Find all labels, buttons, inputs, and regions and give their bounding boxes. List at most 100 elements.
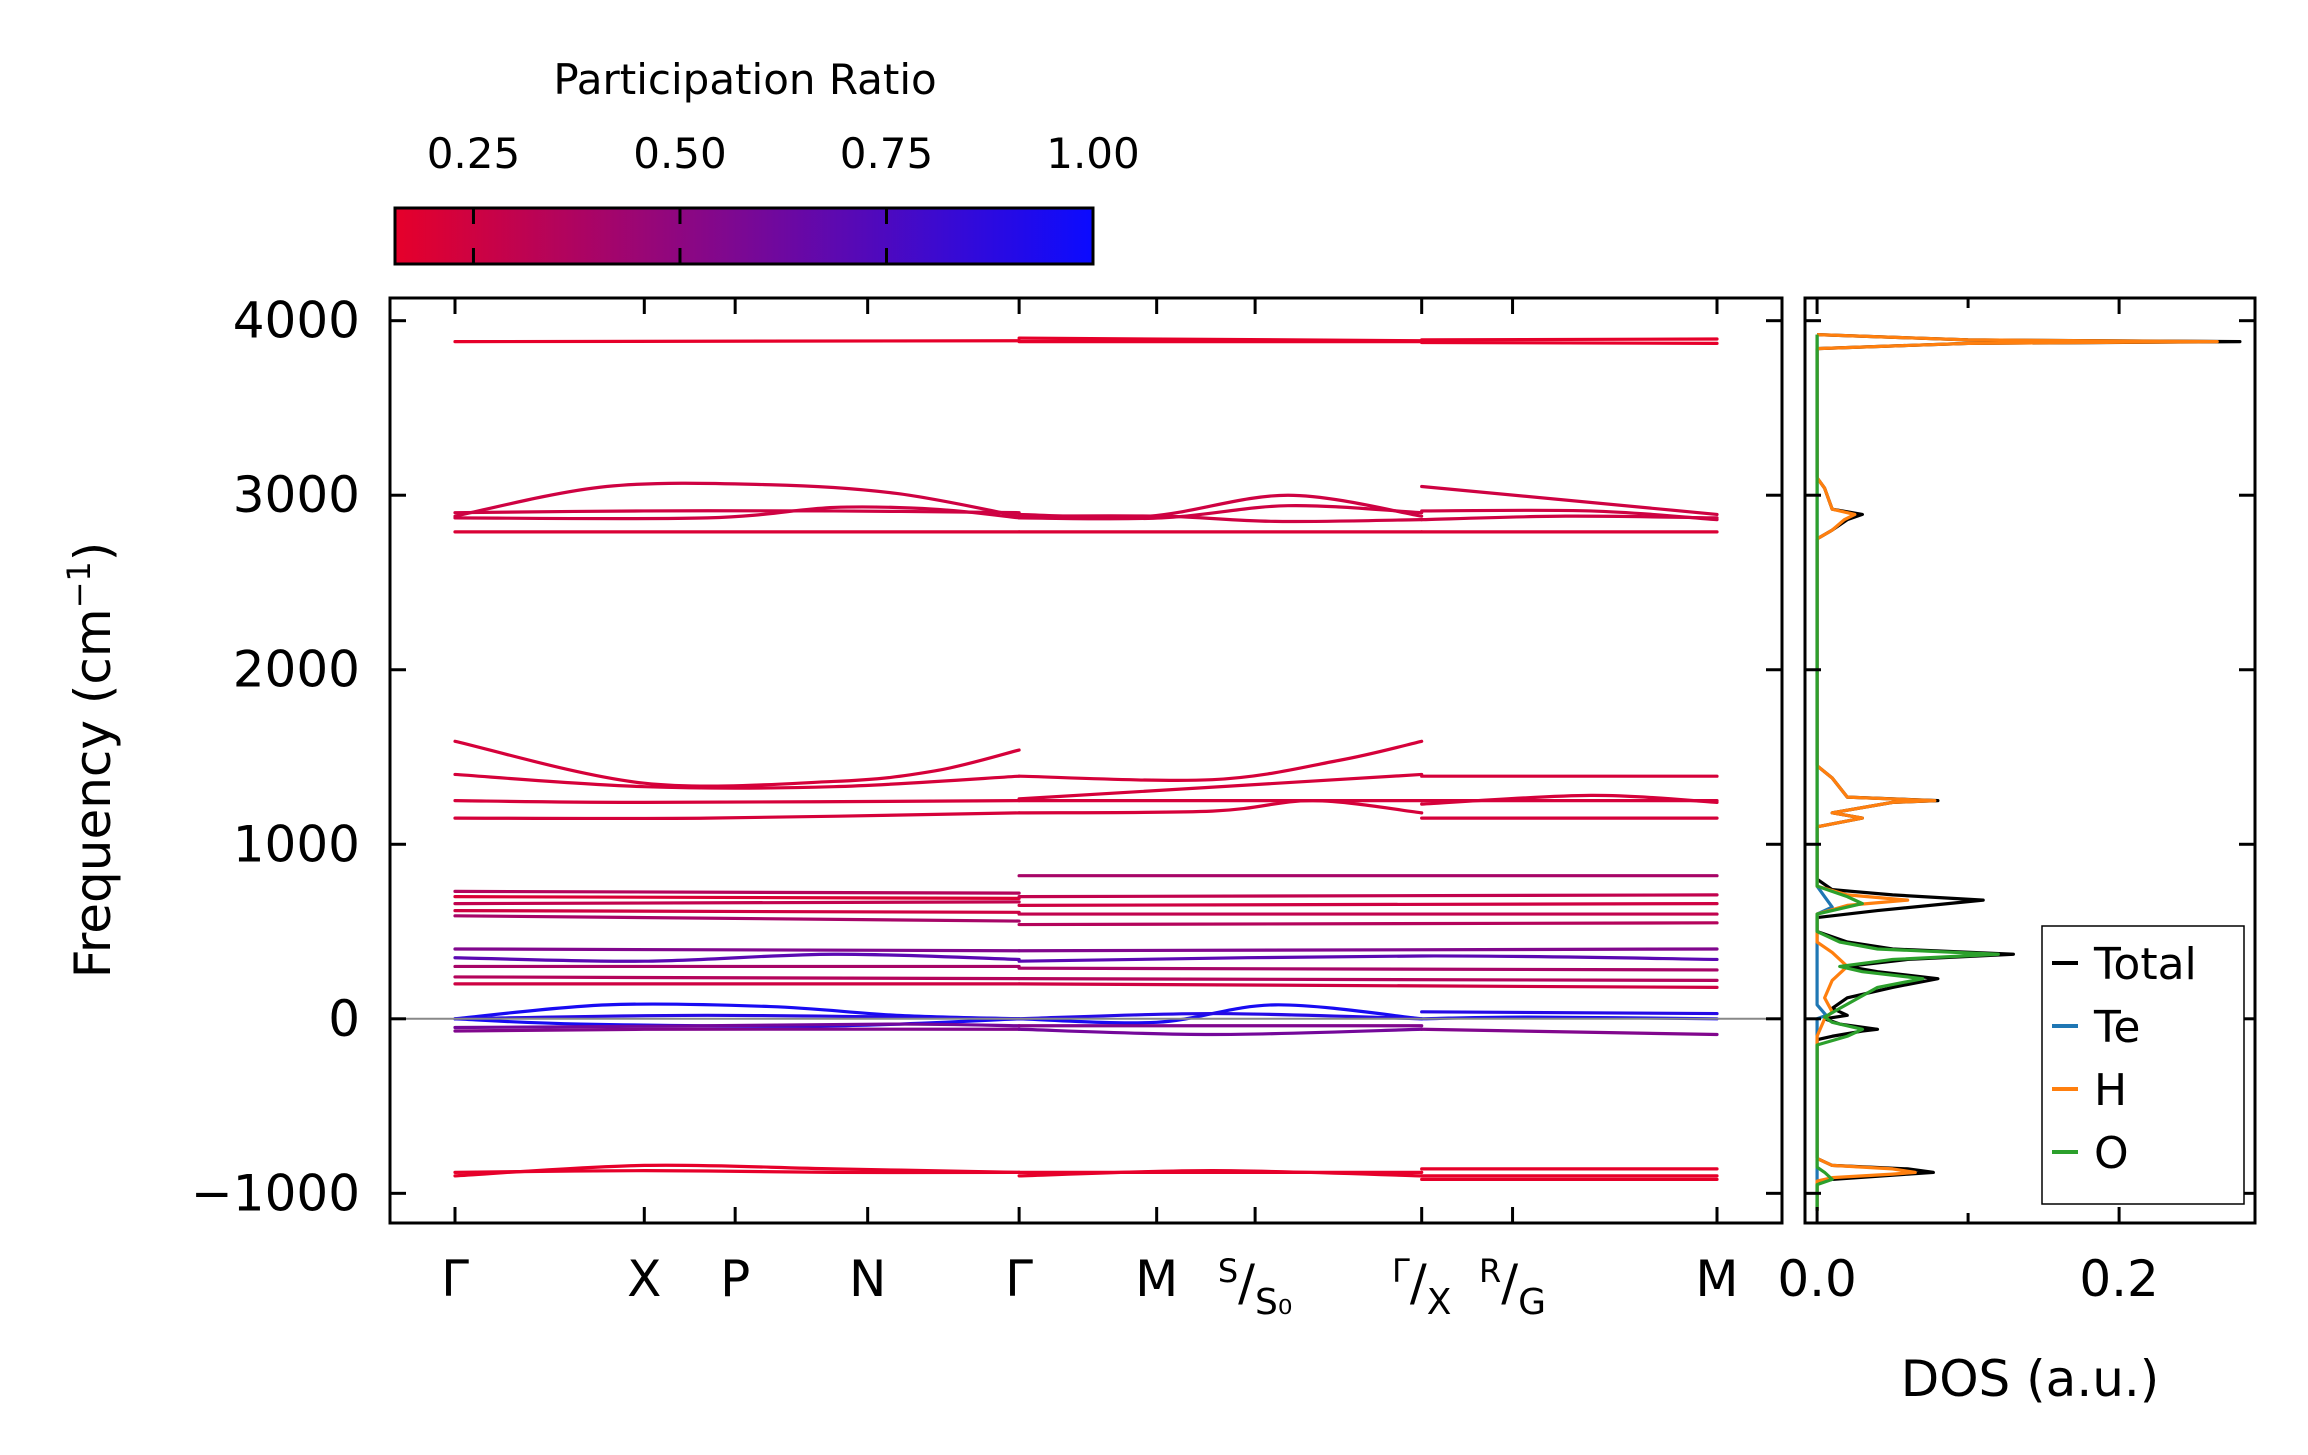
phonon-band (1017, 493, 1424, 519)
phonon-band (453, 914, 1021, 923)
bands-layer (453, 336, 1719, 1181)
legend: Total Te HO (2041, 925, 2245, 1205)
phonon-band (1017, 772, 1424, 801)
dos-panel: 0.0 0.2 DOS (a.u.) Total Te HO (1777, 296, 2257, 1408)
y-axis-label-main: Frequency (cm (64, 608, 122, 978)
colorbar-tick-label: 0.50 (633, 129, 727, 178)
k-point-label-sub: G (1518, 1282, 1546, 1323)
band-structure-frame (388, 296, 1784, 1225)
y-axis-label: Frequency (cm−1) (60, 542, 122, 979)
phonon-band (1420, 793, 1719, 806)
phonon-band (453, 1027, 1021, 1033)
phonon-band (1017, 1169, 1424, 1178)
k-point-label-super: R (1479, 1252, 1501, 1290)
phonon-band (1017, 893, 1719, 899)
y-tick-label: 3000 (233, 466, 360, 524)
phonon-band (453, 952, 1021, 963)
phonon-band (1017, 799, 1424, 815)
legend-label-o: O (2094, 1128, 2129, 1179)
phonon-band (1420, 337, 1719, 342)
colorbar-gradient (393, 206, 1095, 266)
k-point-label: R/G (1479, 1252, 1546, 1323)
phonon-band (1017, 504, 1424, 521)
colorbar-tick-label: 0.75 (840, 129, 934, 178)
k-point-label: M (1135, 1250, 1178, 1308)
k-point-label-sub: S₀ (1255, 1282, 1292, 1323)
dos-x-tick-label: 0.0 (1777, 1250, 1857, 1308)
y-tick-label: 4000 (233, 292, 360, 350)
phonon-band (1017, 514, 1424, 524)
phonon-band (1420, 340, 1719, 345)
phonon-band (1017, 947, 1719, 953)
phonon-band (1017, 1003, 1424, 1025)
kpath-ticks: Γ X P N Γ M S/S₀Γ/XR/G M (441, 298, 1739, 1323)
phonon-band (1420, 1010, 1719, 1016)
phonon-band (453, 889, 1021, 895)
y-axis-label-close: ) (64, 542, 122, 562)
phonon-band (453, 947, 1021, 953)
phonon-band (1017, 921, 1719, 927)
colorbar-tick-label: 1.00 (1046, 129, 1140, 178)
phonon-band (453, 772, 1021, 790)
phonon-band (453, 811, 1021, 821)
phonon-band (1420, 514, 1719, 522)
phonon-band (1420, 484, 1719, 517)
phonon-band (453, 1163, 1021, 1178)
y-axis-label-sup: −1 (60, 561, 98, 608)
colorbar: Participation Ratio 0.25 0.50 0.75 1.00 (393, 55, 1140, 266)
k-point-label-slash: / (1238, 1254, 1255, 1312)
k-point-label-super: S (1218, 1252, 1238, 1290)
phonon-band (1017, 739, 1424, 782)
phonon-band (453, 895, 1021, 900)
k-point-label: N (849, 1250, 886, 1308)
k-point-label-slash: / (1410, 1254, 1427, 1312)
phonon-band (453, 509, 1021, 515)
phonon-band (453, 900, 1021, 906)
colorbar-label: Participation Ratio (553, 55, 936, 104)
y-tick-label: −1000 (191, 1164, 360, 1222)
dos-x-axis-label: DOS (a.u.) (1901, 1350, 2160, 1408)
phonon-band (1017, 1027, 1424, 1037)
legend-items: Total Te HO (2052, 939, 2197, 1179)
phonon-band (1017, 1011, 1424, 1021)
k-point-label-sub: X (1427, 1282, 1452, 1323)
phonon-band (1017, 982, 1719, 989)
k-point-label: M (1695, 1250, 1738, 1308)
dos-x-tick-label: 0.2 (2079, 1250, 2159, 1308)
phonon-band (453, 799, 1021, 804)
k-point-label: X (627, 1250, 661, 1308)
k-point-label: P (720, 1250, 750, 1308)
dos-frame (1803, 296, 2257, 1225)
dos-ticks: 0.0 0.2 (1777, 298, 2255, 1308)
k-point-label: Γ (441, 1250, 469, 1308)
colorbar-tick-label: 0.25 (427, 129, 521, 178)
dos-layer (1815, 333, 2242, 1211)
colorbar-ticks: 0.25 0.50 0.75 1.00 (427, 129, 1140, 264)
legend-label-h: H (2094, 1065, 2127, 1116)
k-point-label: S/S₀ (1218, 1252, 1292, 1323)
k-point-label: Γ (1005, 1250, 1033, 1308)
phonon-band (1420, 1027, 1719, 1037)
phonon-band (453, 481, 1021, 518)
k-point-label-super: Γ (1392, 1252, 1410, 1290)
phonon-band (453, 739, 1021, 788)
legend-box (2041, 925, 2245, 1205)
legend-label-te: Te (2093, 1002, 2140, 1053)
y-axis-ticks: −1000 0 1000 2000 3000 4000 (191, 292, 1782, 1222)
phonon-band (453, 505, 1021, 521)
phonon-band (1017, 954, 1719, 963)
y-tick-label: 2000 (233, 641, 360, 699)
y-tick-label: 0 (328, 990, 360, 1048)
phonon-band (1017, 977, 1719, 983)
k-point-label-slash: / (1501, 1254, 1518, 1312)
dos-curve-o (1815, 334, 2000, 1211)
k-point-label: Γ/X (1392, 1252, 1451, 1323)
phonon-band (453, 975, 1021, 981)
legend-label-total: Total (2093, 939, 2197, 990)
phonon-band (1017, 966, 1719, 972)
y-tick-label: 1000 (233, 815, 360, 873)
phonon-band (453, 1022, 1021, 1030)
phonon-band (453, 908, 1021, 914)
